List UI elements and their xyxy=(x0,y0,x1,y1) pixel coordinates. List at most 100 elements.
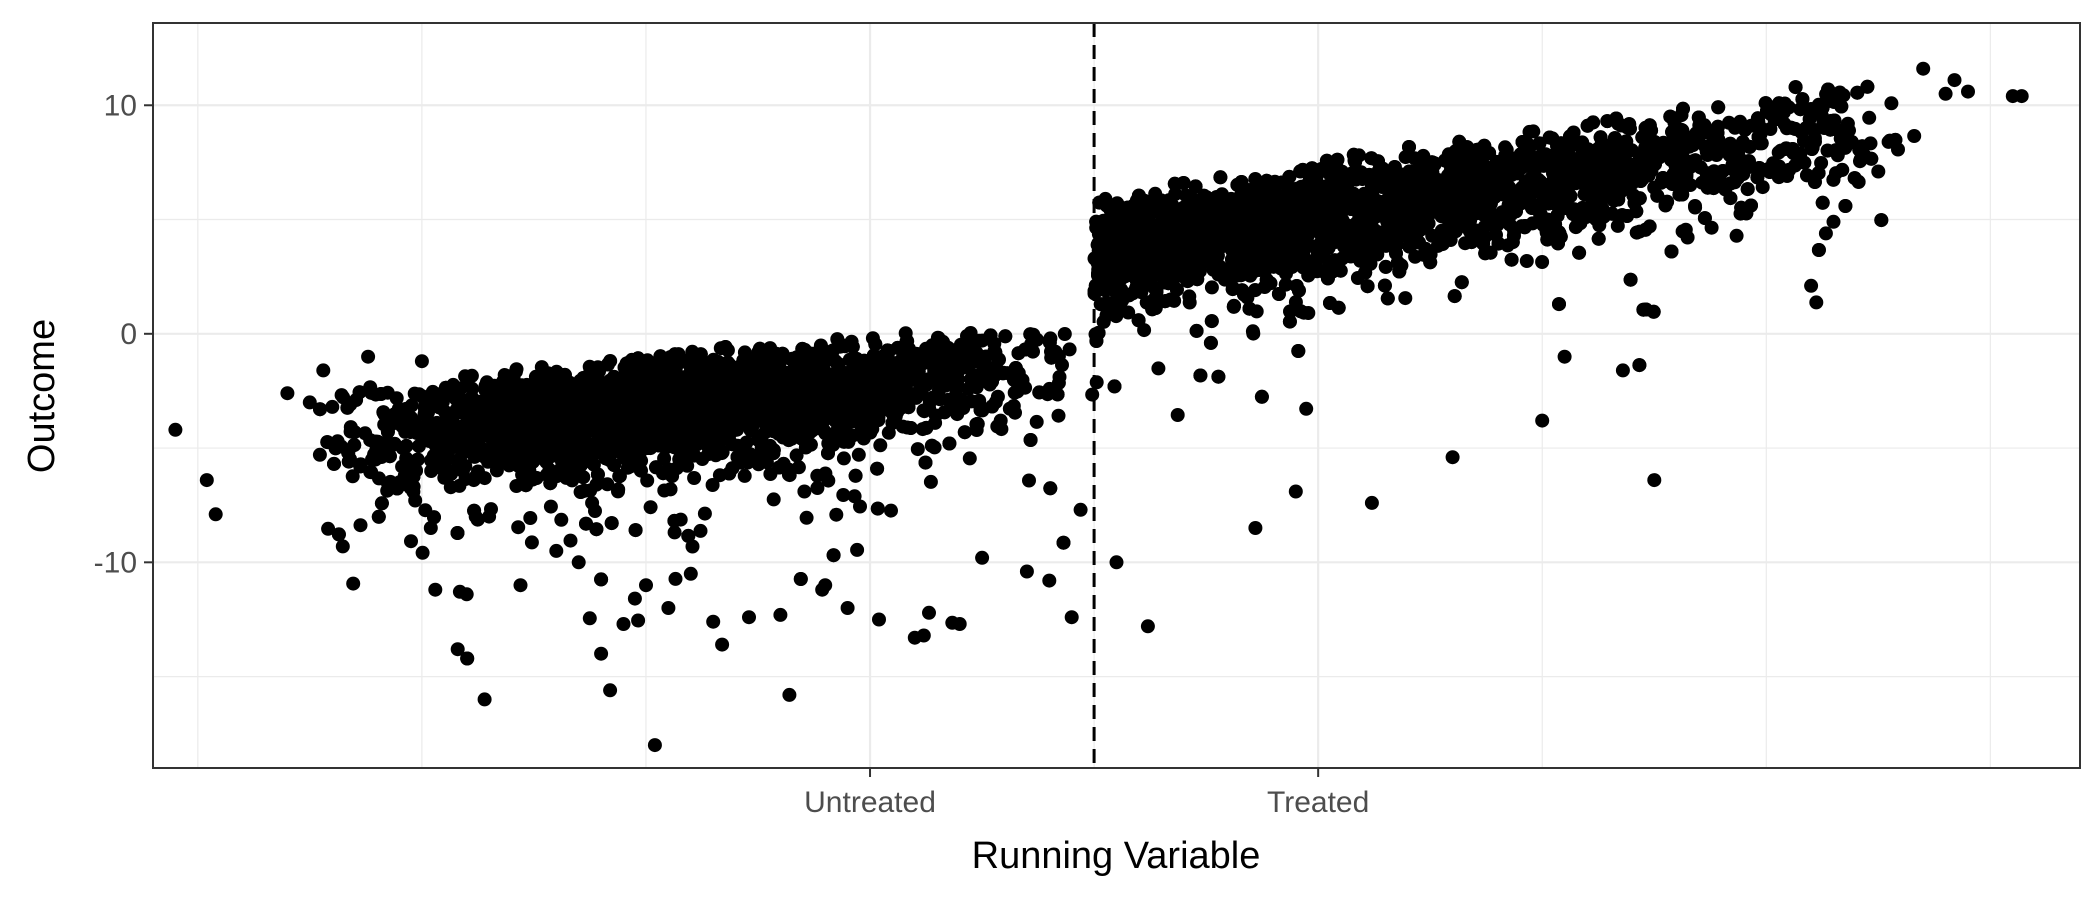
data-point xyxy=(718,340,733,354)
data-point xyxy=(973,399,988,414)
data-point xyxy=(697,506,712,521)
data-point xyxy=(951,397,966,412)
data-point xyxy=(580,397,595,412)
data-point xyxy=(644,434,659,449)
data-point xyxy=(667,525,682,540)
data-point xyxy=(756,400,771,415)
data-point xyxy=(594,572,609,587)
data-point xyxy=(1011,346,1026,361)
data-point xyxy=(692,385,707,400)
data-point xyxy=(1398,291,1413,306)
data-point xyxy=(619,412,634,427)
data-point xyxy=(387,436,402,451)
data-point xyxy=(582,359,597,374)
data-point xyxy=(321,521,336,536)
data-point xyxy=(745,449,760,464)
data-point xyxy=(628,387,643,402)
data-point xyxy=(766,446,781,461)
data-point xyxy=(554,461,569,476)
data-point xyxy=(554,512,569,527)
data-point xyxy=(1032,385,1047,400)
data-point xyxy=(558,391,573,406)
data-point xyxy=(737,468,752,483)
data-point xyxy=(483,395,497,410)
data-point xyxy=(890,405,905,420)
data-point xyxy=(937,405,952,420)
data-point xyxy=(693,523,708,538)
data-point xyxy=(1051,375,1066,390)
data-point xyxy=(387,408,402,423)
data-point xyxy=(685,539,700,554)
data-point xyxy=(834,385,849,400)
data-point xyxy=(868,337,883,352)
data-point xyxy=(571,429,586,444)
data-point xyxy=(501,416,516,431)
data-point xyxy=(588,504,602,518)
data-point xyxy=(346,576,361,591)
data-point xyxy=(794,359,808,374)
data-point xyxy=(611,482,626,497)
data-point xyxy=(465,394,480,408)
data-point xyxy=(1029,332,1044,347)
data-point xyxy=(418,399,433,414)
data-point xyxy=(537,412,551,427)
data-point xyxy=(942,436,957,451)
data-point xyxy=(410,452,425,467)
data-point xyxy=(884,503,898,518)
data-point xyxy=(873,438,888,453)
data-point xyxy=(450,526,465,540)
data-point xyxy=(716,410,731,425)
data-point xyxy=(313,402,327,417)
data-point xyxy=(1043,481,1058,496)
data-point xyxy=(826,548,841,563)
data-point xyxy=(659,403,674,418)
data-point xyxy=(399,438,414,453)
data-point xyxy=(766,492,781,507)
data-point xyxy=(836,451,851,466)
data-point xyxy=(479,378,494,393)
data-point xyxy=(851,447,866,462)
data-point xyxy=(543,499,558,514)
data-point xyxy=(563,533,578,548)
data-point xyxy=(1002,401,1017,416)
data-point xyxy=(553,435,568,450)
data-point xyxy=(1204,280,1219,295)
data-point xyxy=(789,448,804,463)
data-point xyxy=(364,385,379,400)
data-point xyxy=(919,420,934,435)
data-point xyxy=(814,358,829,373)
data-point xyxy=(1062,342,1077,357)
data-point xyxy=(705,478,720,492)
data-point xyxy=(312,447,327,462)
data-point xyxy=(866,348,881,363)
data-point xyxy=(923,474,938,489)
data-point xyxy=(953,357,968,372)
data-point xyxy=(667,513,682,528)
data-point xyxy=(465,427,480,442)
data-point xyxy=(619,356,634,371)
data-point xyxy=(641,418,656,433)
data-point xyxy=(1818,226,1833,241)
data-point xyxy=(542,463,557,477)
data-point xyxy=(537,397,551,412)
data-point xyxy=(574,457,589,472)
data-point xyxy=(1907,129,1922,143)
data-point xyxy=(962,451,977,466)
data-point xyxy=(856,431,871,446)
data-point xyxy=(833,339,848,354)
data-point xyxy=(630,436,645,451)
data-point xyxy=(793,572,808,586)
data-point xyxy=(985,399,1000,414)
data-point xyxy=(732,414,747,429)
data-point xyxy=(628,523,643,538)
data-point xyxy=(1729,228,1744,243)
data-point xyxy=(804,423,819,438)
data-point xyxy=(557,367,572,382)
data-point xyxy=(404,534,418,549)
data-point xyxy=(734,441,749,456)
data-point xyxy=(353,518,368,533)
data-point xyxy=(599,445,614,460)
data-point xyxy=(970,416,985,431)
data-point xyxy=(637,405,652,420)
